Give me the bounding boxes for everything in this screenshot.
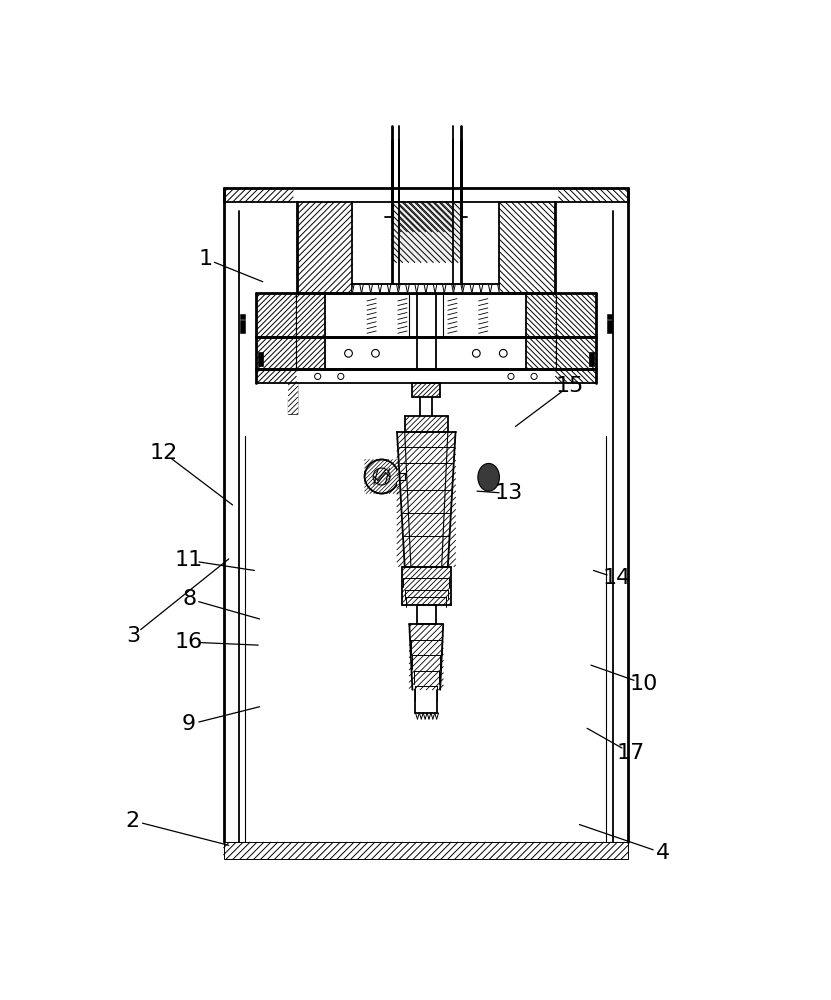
Bar [256, 293, 296, 337]
Bar [401, 567, 451, 605]
Bar [365, 460, 399, 493]
Polygon shape [435, 284, 445, 293]
Text: 14: 14 [602, 568, 631, 588]
Text: 8: 8 [182, 589, 196, 609]
Polygon shape [361, 284, 371, 293]
Bar [410, 624, 443, 690]
Polygon shape [481, 284, 490, 293]
Bar [258, 352, 263, 366]
Ellipse shape [478, 463, 499, 491]
Text: 4: 4 [656, 843, 670, 863]
Polygon shape [352, 284, 361, 293]
Bar [296, 337, 326, 369]
Bar [297, 202, 352, 293]
Bar [240, 320, 244, 333]
Text: 15: 15 [556, 376, 584, 396]
Text: 2: 2 [125, 811, 140, 831]
Polygon shape [407, 284, 416, 293]
Bar [556, 293, 596, 337]
Polygon shape [425, 284, 435, 293]
Bar [296, 293, 326, 337]
Bar [400, 202, 453, 232]
Bar [556, 369, 596, 383]
Bar [499, 202, 555, 293]
Polygon shape [454, 284, 463, 293]
Text: 12: 12 [150, 443, 178, 463]
Text: 11: 11 [175, 550, 204, 570]
Polygon shape [472, 284, 481, 293]
Bar [224, 842, 628, 859]
Bar [256, 337, 296, 369]
Polygon shape [380, 284, 389, 293]
Bar [607, 314, 612, 319]
Bar [224, 188, 293, 202]
Text: 9: 9 [182, 714, 196, 734]
Bar [526, 337, 556, 369]
Bar [607, 320, 612, 333]
Polygon shape [288, 383, 297, 414]
Polygon shape [416, 284, 425, 293]
Bar [397, 432, 455, 567]
Text: 10: 10 [629, 674, 657, 694]
Text: 13: 13 [495, 483, 524, 503]
Bar [288, 383, 297, 414]
Circle shape [365, 460, 399, 493]
Polygon shape [445, 284, 454, 293]
Bar [256, 369, 296, 383]
Bar [391, 202, 461, 262]
Polygon shape [398, 284, 407, 293]
Bar [556, 337, 596, 369]
Text: 17: 17 [617, 743, 645, 763]
Polygon shape [490, 284, 499, 293]
Bar [405, 416, 448, 432]
Bar [526, 293, 556, 337]
Bar [240, 314, 244, 319]
Text: 1: 1 [198, 249, 212, 269]
Polygon shape [389, 284, 398, 293]
Text: 16: 16 [175, 632, 204, 652]
Polygon shape [463, 284, 472, 293]
Text: 3: 3 [125, 626, 140, 646]
Bar [558, 188, 628, 202]
Bar [588, 352, 594, 366]
Polygon shape [371, 284, 380, 293]
Bar [412, 383, 440, 397]
